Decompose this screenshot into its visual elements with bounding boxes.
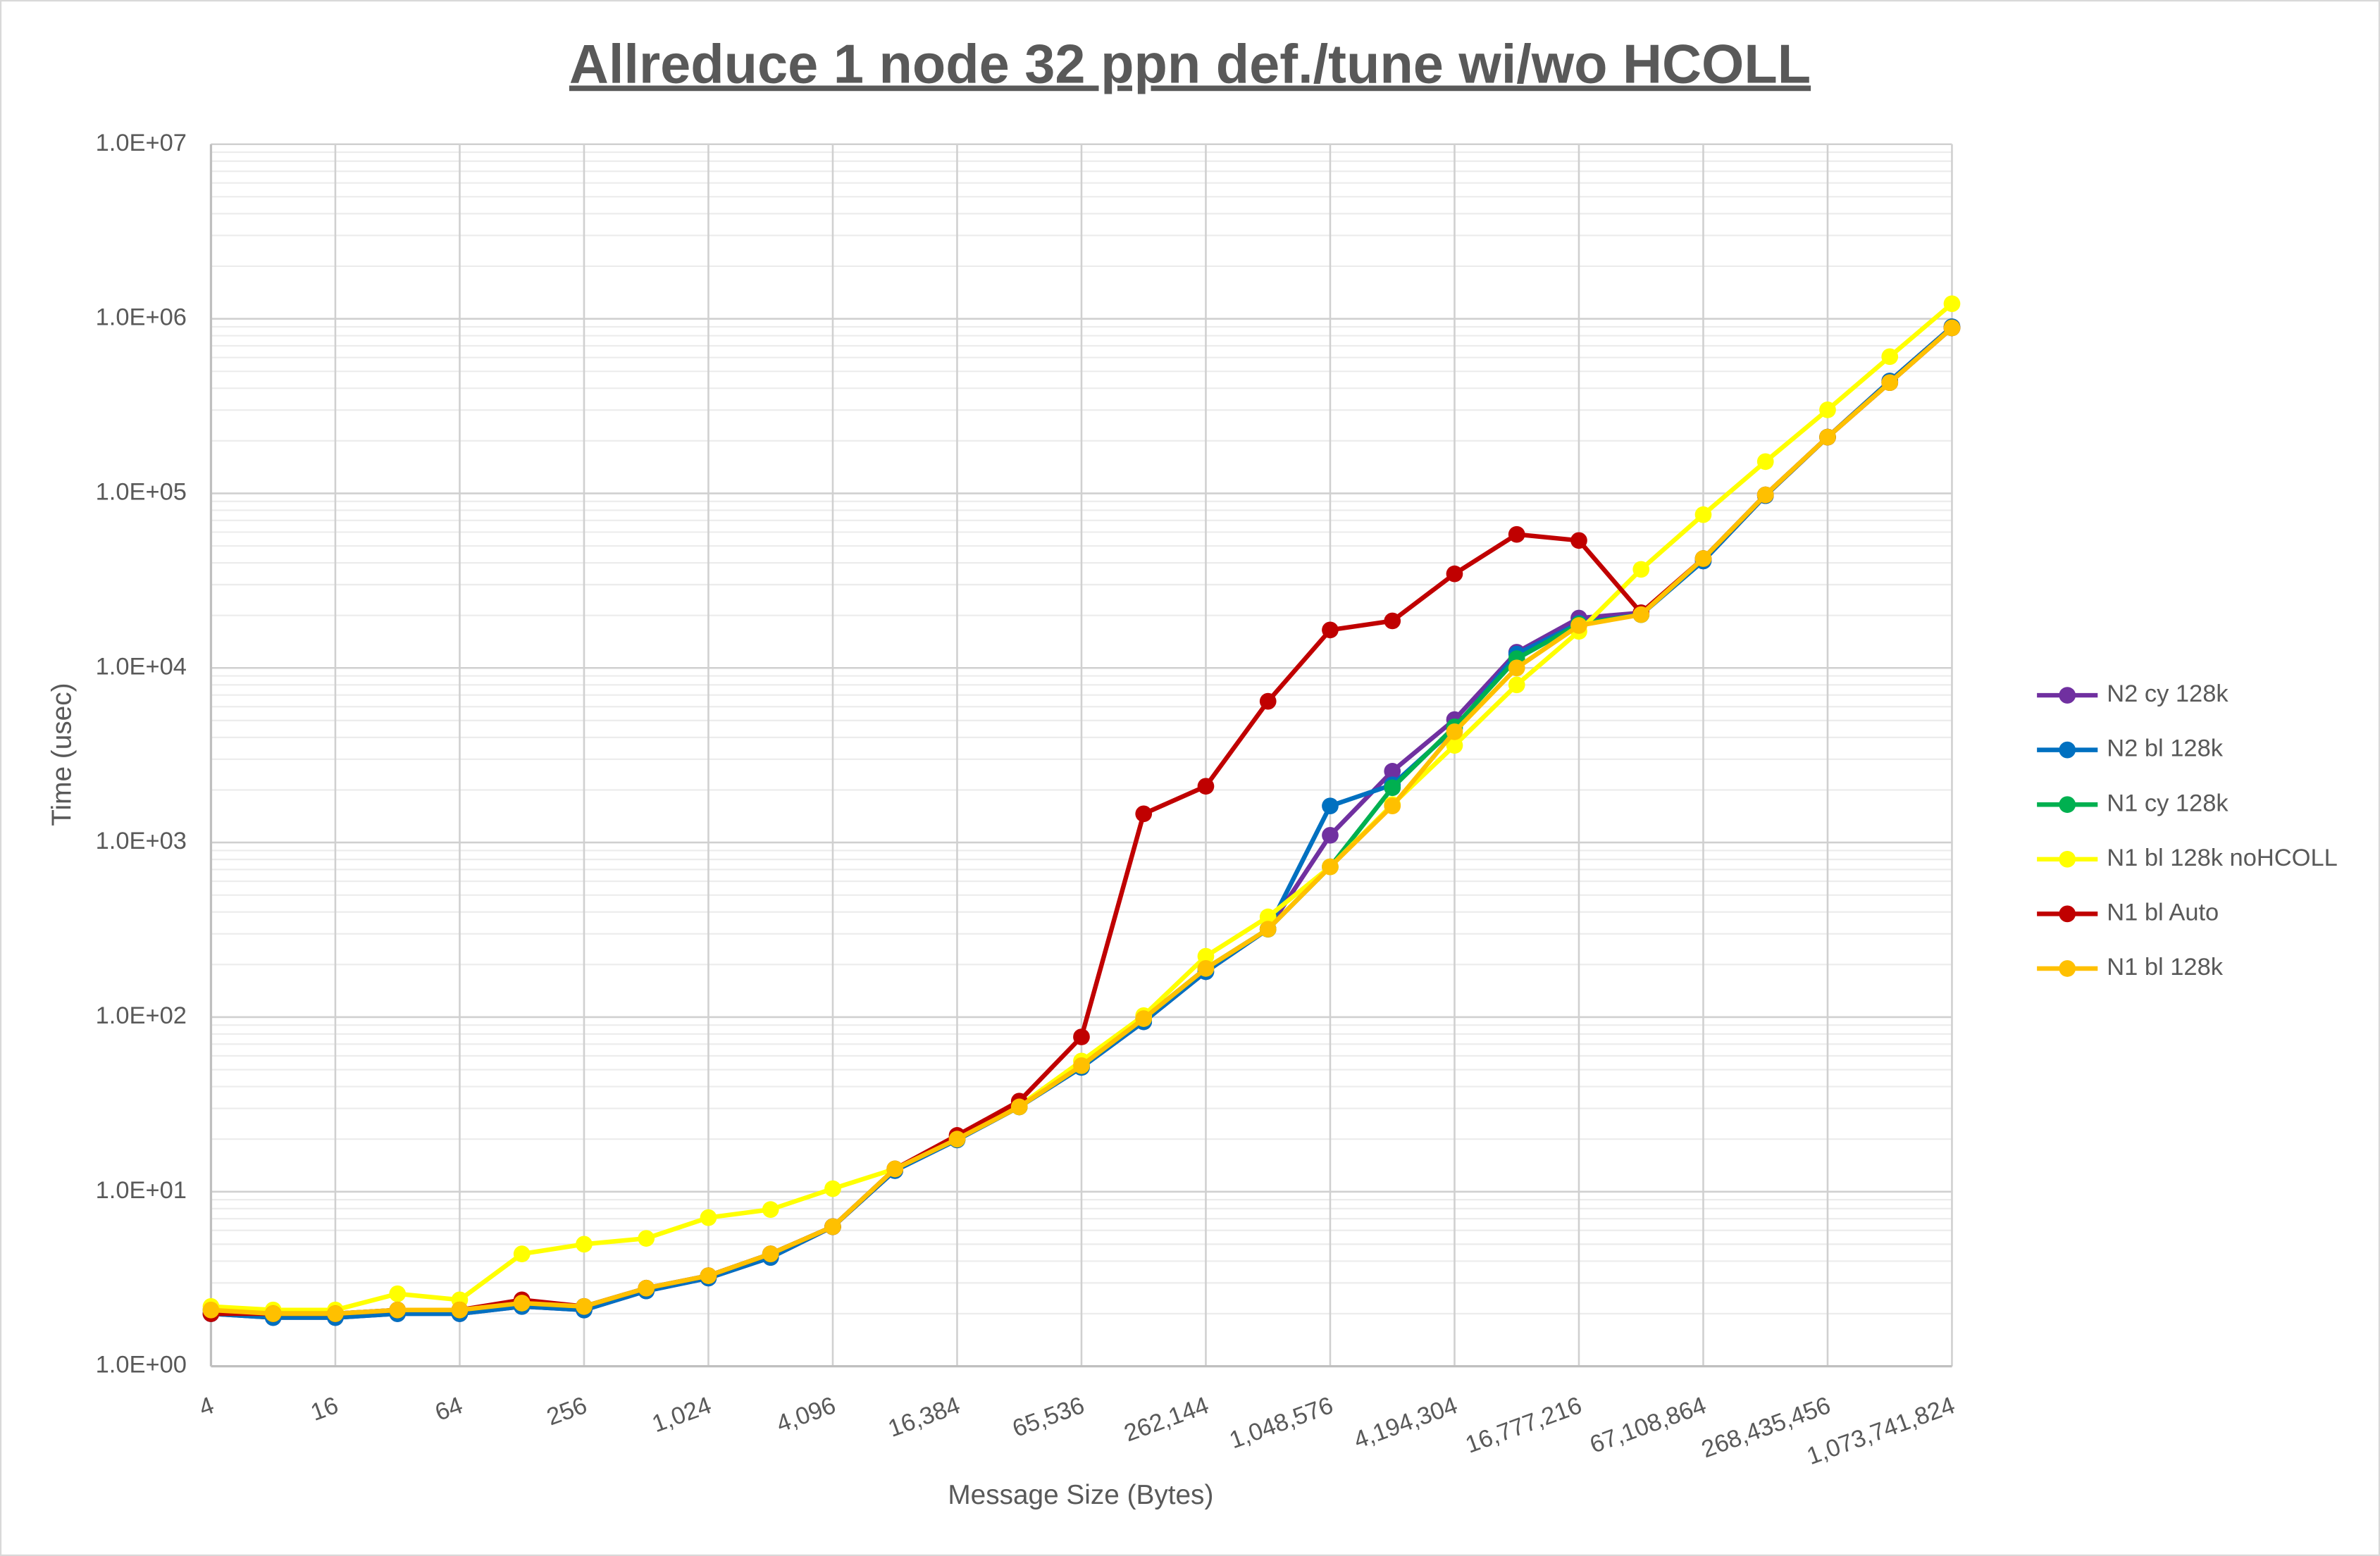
point [1819, 401, 1836, 418]
legend-label: N1 bl 128k [2107, 954, 2224, 981]
point [1259, 908, 1277, 926]
point [1632, 561, 1650, 578]
y-tick-label: 1.0E+06 [96, 304, 187, 331]
point [1322, 858, 1339, 876]
y-tick-label: 1.0E+02 [96, 1002, 187, 1029]
chart-title: Allreduce 1 node 32 ppn def./tune wi/wo … [569, 34, 1811, 94]
y-tick-label: 1.0E+05 [96, 479, 187, 506]
legend-label: N2 bl 128k [2107, 735, 2224, 762]
legend-marker [2059, 796, 2076, 814]
y-tick-label: 1.0E+07 [96, 130, 187, 156]
point [513, 1245, 531, 1262]
point [1508, 676, 1525, 694]
point [1446, 723, 1463, 740]
point [1322, 826, 1339, 844]
point [1943, 295, 1961, 313]
point [327, 1305, 344, 1322]
point [1197, 947, 1215, 965]
point [700, 1209, 717, 1226]
legend-label: N1 bl Auto [2107, 899, 2219, 926]
legend-marker [2059, 850, 2076, 868]
y-tick-label: 1.0E+04 [96, 653, 187, 680]
point [1073, 1057, 1090, 1074]
point [1694, 550, 1712, 567]
point [638, 1279, 655, 1297]
x-axis-label: Message Size (Bytes) [948, 1480, 1213, 1510]
point [1384, 779, 1401, 797]
y-axis-label: Time (usec) [47, 683, 78, 826]
point [886, 1160, 904, 1178]
point [948, 1131, 966, 1148]
point [1756, 453, 1774, 471]
point [1446, 565, 1463, 583]
point [1632, 606, 1650, 623]
point [1259, 921, 1277, 938]
point [1259, 692, 1277, 710]
point [1135, 1010, 1153, 1027]
y-tick-label: 1.0E+01 [96, 1177, 187, 1204]
point [1322, 797, 1339, 815]
point [1819, 428, 1836, 446]
y-tick-label: 1.0E+03 [96, 828, 187, 854]
point [576, 1297, 593, 1315]
legend-marker [2059, 905, 2076, 923]
point [1756, 486, 1774, 504]
point [1073, 1028, 1090, 1045]
point [1508, 659, 1525, 677]
point [1570, 617, 1587, 634]
point [638, 1230, 655, 1247]
point [1135, 805, 1153, 823]
point [1197, 959, 1215, 977]
legend-label: N2 cy 128k [2107, 680, 2229, 707]
legend-marker [2059, 741, 2076, 759]
y-tick-label: 1.0E+00 [96, 1352, 187, 1378]
point [1508, 525, 1525, 543]
point [576, 1236, 593, 1253]
point [1197, 778, 1215, 795]
point [202, 1301, 220, 1319]
point [1881, 374, 1899, 392]
point [762, 1245, 779, 1262]
point [824, 1218, 841, 1236]
point [1446, 737, 1463, 754]
legend-marker [2059, 687, 2076, 704]
point [1384, 797, 1401, 815]
point [264, 1305, 282, 1322]
point [1570, 532, 1587, 549]
point [762, 1201, 779, 1218]
legend-label: N1 cy 128k [2107, 790, 2229, 816]
legend-label: N1 bl 128k noHCOLL [2107, 845, 2338, 871]
point [1322, 621, 1339, 639]
point [513, 1295, 531, 1312]
point [451, 1301, 469, 1319]
point [700, 1267, 717, 1284]
point [1384, 763, 1401, 780]
legend-marker [2059, 960, 2076, 977]
point [824, 1180, 841, 1197]
point [1694, 506, 1712, 523]
point [1384, 612, 1401, 630]
point [1943, 319, 1961, 337]
point [1010, 1098, 1028, 1116]
point [389, 1285, 407, 1302]
series [202, 319, 1961, 1322]
point [1881, 348, 1899, 366]
point [389, 1301, 407, 1319]
